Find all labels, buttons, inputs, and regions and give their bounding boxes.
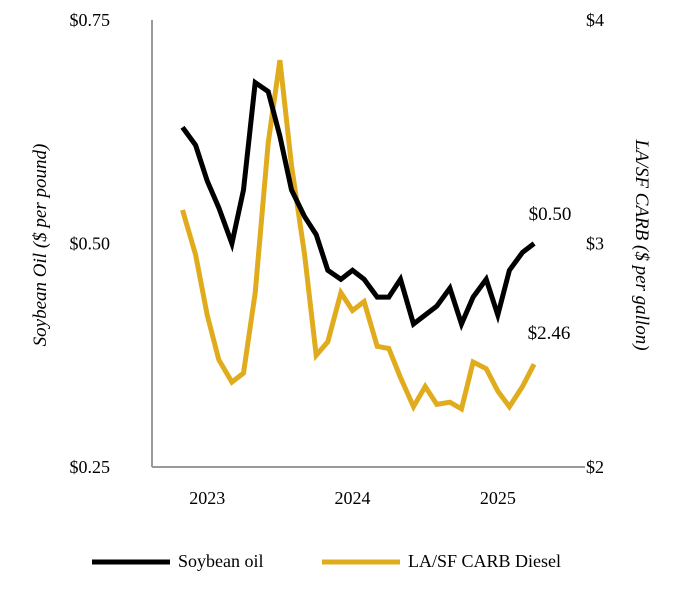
x-tick-label-2: 2025 bbox=[480, 488, 516, 508]
series-line-la-sf-carb-diesel bbox=[180, 59, 537, 413]
series-layer bbox=[180, 59, 537, 413]
right-tick-label-0: $4 bbox=[586, 10, 604, 30]
legend-label-diesel: LA/SF CARB Diesel bbox=[408, 551, 561, 571]
series-line-soybean-oil bbox=[180, 78, 536, 332]
soybean-end-annotation: $0.50 bbox=[529, 204, 572, 225]
left-tick-label-2: $0.25 bbox=[70, 457, 111, 477]
left-tick-labels: $0.75 $0.50 $0.25 bbox=[70, 10, 111, 477]
right-axis-label: LA/SF CARB ($ per gallon) bbox=[631, 138, 652, 350]
left-tick-label-1: $0.50 bbox=[70, 234, 111, 254]
series-soybean-oil bbox=[180, 78, 536, 332]
x-tick-label-0: 2023 bbox=[189, 488, 225, 508]
right-tick-labels: $4 $3 $2 bbox=[586, 10, 604, 477]
diesel-end-annotation: $2.46 bbox=[528, 323, 571, 344]
legend-label-soybean: Soybean oil bbox=[178, 551, 264, 571]
left-axis-label: Soybean Oil ($ per pound) bbox=[30, 144, 51, 347]
right-tick-label-1: $3 bbox=[586, 234, 604, 254]
x-tick-label-1: 2024 bbox=[335, 488, 371, 508]
left-tick-label-0: $0.75 bbox=[70, 10, 111, 30]
right-tick-label-2: $2 bbox=[586, 457, 604, 477]
series-la-sf-carb-diesel bbox=[180, 59, 537, 413]
legend: Soybean oil LA/SF CARB Diesel bbox=[92, 551, 561, 571]
x-tick-labels: 2023 2024 2025 bbox=[189, 488, 516, 508]
